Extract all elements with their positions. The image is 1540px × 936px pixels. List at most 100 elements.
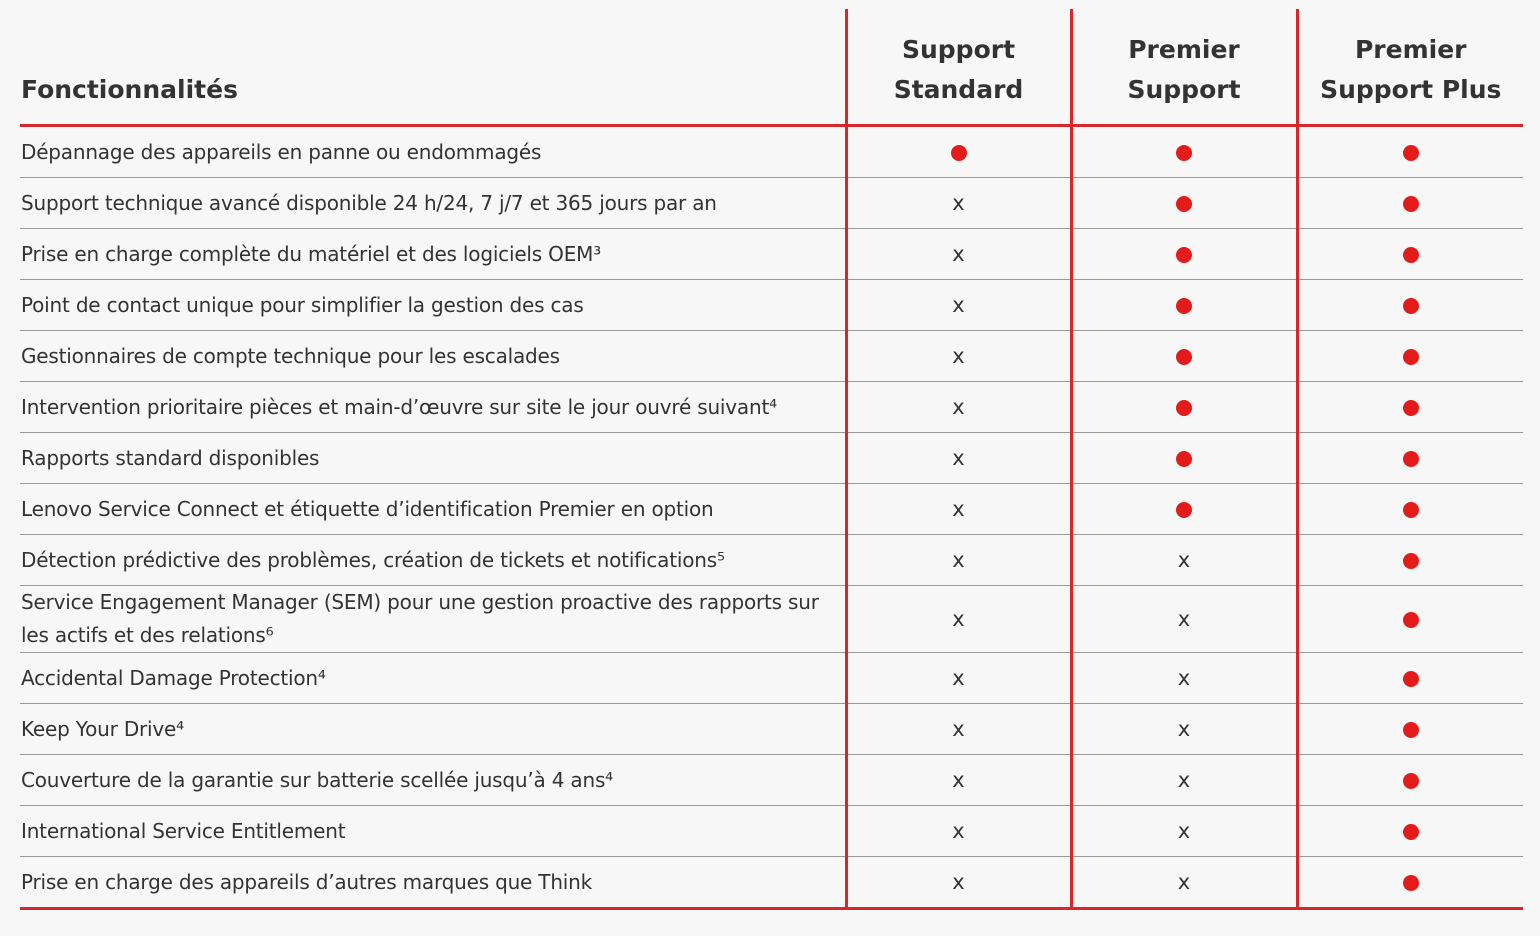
not-included: x (1177, 716, 1191, 741)
support-cell (1295, 330, 1523, 382)
support-cell (1069, 432, 1297, 484)
included-dot (950, 144, 967, 161)
table-row: Support technique avancé disponible 24 h… (20, 177, 1523, 229)
included-dot (1402, 144, 1419, 161)
included-dot (1176, 297, 1192, 314)
support-cell: x (844, 585, 1071, 653)
included-dot (1402, 246, 1419, 263)
included-dot (1402, 297, 1419, 314)
included-dot (1176, 501, 1192, 518)
not-included: x (952, 606, 965, 631)
column-header: Support Standard (844, 9, 1071, 127)
column-header-line: Premier (1128, 35, 1240, 64)
not-included: x (952, 190, 965, 215)
column-header-line: Support Plus (1320, 75, 1502, 104)
not-included: x (952, 292, 965, 317)
support-cell (1295, 228, 1523, 280)
support-cell (1295, 432, 1523, 484)
not-included: x (952, 241, 965, 266)
not-included: x (952, 716, 965, 741)
support-cell: x (844, 652, 1071, 704)
support-cell: x (844, 177, 1071, 229)
support-cell (1069, 177, 1297, 229)
feature-label: Support technique avancé disponible 24 h… (20, 177, 846, 229)
not-included: x (1177, 767, 1191, 792)
support-cell (1295, 652, 1523, 704)
support-cell: x (844, 483, 1071, 535)
feature-label: Dépannage des appareils en panne ou endo… (20, 125, 846, 178)
table-row: Détection prédictive des problèmes, créa… (20, 534, 1523, 586)
included-dot (1402, 611, 1419, 628)
not-included: x (1177, 869, 1191, 894)
support-cell: x (844, 432, 1071, 484)
support-cell: x (844, 534, 1071, 586)
feature-label: Prise en charge complète du matériel et … (20, 228, 846, 280)
feature-label: Rapports standard disponibles (20, 432, 846, 484)
feature-label: Service Engagement Manager (SEM) pour un… (20, 585, 846, 653)
column-header-line: Premier (1354, 35, 1467, 64)
support-cell: x (1069, 754, 1297, 806)
support-cell (1295, 856, 1523, 910)
feature-label: Prise en charge des appareils d’autres m… (20, 856, 846, 910)
column-header: Premier Support (1069, 9, 1297, 127)
feature-label: Gestionnaires de compte technique pour l… (20, 330, 846, 382)
support-cell (1295, 585, 1523, 653)
table-row: Lenovo Service Connect et étiquette d’id… (20, 483, 1523, 535)
table-row: Keep Your Drive⁴ x x (20, 703, 1523, 755)
support-cell (1295, 381, 1523, 433)
included-dot (1176, 144, 1192, 161)
included-dot (1176, 246, 1192, 263)
table-row: Rapports standard disponibles x (20, 432, 1523, 484)
feature-label: International Service Entitlement (20, 805, 846, 857)
support-cell: x (844, 330, 1071, 382)
header-title: Fonctionnalités (20, 9, 846, 127)
support-cell (1069, 125, 1297, 178)
support-cell: x (844, 703, 1071, 755)
support-cell: x (1069, 703, 1297, 755)
table-row: Point de contact unique pour simplifier … (20, 279, 1523, 331)
support-cell (1069, 228, 1297, 280)
table-row: Gestionnaires de compte technique pour l… (20, 330, 1523, 382)
table-row: Intervention prioritaire pièces et main-… (20, 381, 1523, 433)
support-cell (1295, 805, 1523, 857)
support-cell (1295, 703, 1523, 755)
not-included: x (952, 767, 965, 792)
support-cell (1295, 483, 1523, 535)
support-cell: x (1069, 805, 1297, 857)
feature-label: Keep Your Drive⁴ (20, 703, 846, 755)
support-cell (1295, 177, 1523, 229)
not-included: x (1177, 547, 1191, 572)
not-included: x (952, 547, 965, 572)
not-included: x (952, 343, 965, 368)
table-row: International Service Entitlement x x (20, 805, 1523, 857)
feature-label: Accidental Damage Protection⁴ (20, 652, 846, 704)
included-dot (1402, 721, 1419, 738)
included-dot (1176, 399, 1192, 416)
support-cell: x (1069, 856, 1297, 910)
not-included: x (952, 496, 965, 521)
feature-label: Lenovo Service Connect et étiquette d’id… (20, 483, 846, 535)
column-header-line: Support (1127, 75, 1241, 104)
column-header-line: Standard (893, 75, 1024, 104)
support-cell (1069, 279, 1297, 331)
table-body: Dépannage des appareils en panne ou endo… (20, 125, 1523, 910)
column-header: Premier Support Plus (1295, 9, 1523, 127)
not-included: x (952, 394, 965, 419)
support-cell: x (844, 279, 1071, 331)
feature-label: Couverture de la garantie sur batterie s… (20, 754, 846, 806)
support-cell (1069, 381, 1297, 433)
not-included: x (1177, 665, 1191, 690)
support-cell (1295, 125, 1523, 178)
support-cell: x (1069, 585, 1297, 653)
table-row: Prise en charge des appareils d’autres m… (20, 856, 1523, 910)
table-row: Couverture de la garantie sur batterie s… (20, 754, 1523, 806)
included-dot (1402, 501, 1419, 518)
support-cell (1069, 330, 1297, 382)
support-cell (1069, 483, 1297, 535)
support-cell: x (844, 754, 1071, 806)
included-dot (1402, 823, 1419, 840)
included-dot (1176, 195, 1192, 212)
header-row: Fonctionnalités Support Standard Premier Su… (20, 9, 1523, 127)
table-row: Dépannage des appareils en panne ou endo… (20, 125, 1523, 178)
